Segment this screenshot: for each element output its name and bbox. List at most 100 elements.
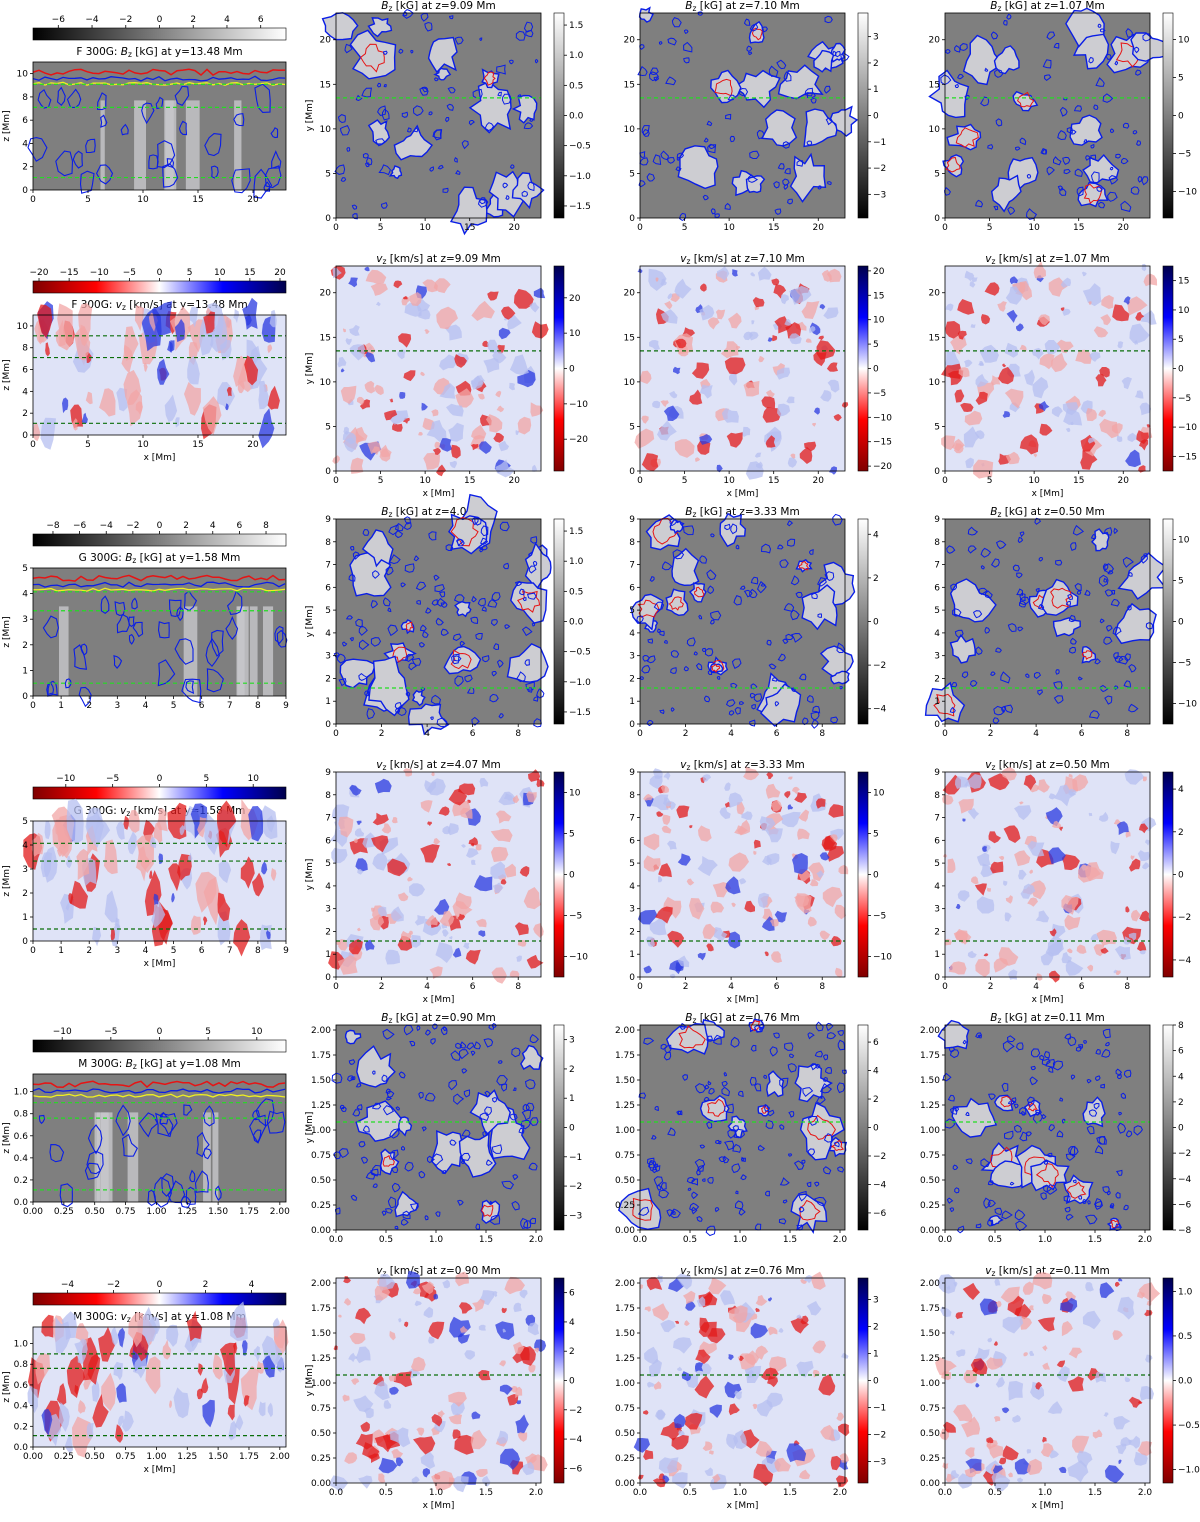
- contour-blue: [796, 1224, 804, 1231]
- downflow-patch: [343, 1298, 351, 1306]
- downflow-patch: [957, 299, 975, 315]
- contour-blue: [196, 1131, 210, 1158]
- downflow-patch: [1068, 773, 1073, 778]
- x-tick-label: 15: [192, 440, 203, 450]
- upflow-patch: [171, 893, 175, 903]
- contour-blue: [708, 143, 716, 150]
- upflow-patch: [829, 466, 837, 475]
- downflow-patch: [1096, 929, 1117, 946]
- flux-concentration: [949, 578, 997, 623]
- contour-blue: [536, 687, 545, 699]
- upflow-patch: [750, 272, 756, 277]
- downflow-patch: [190, 915, 201, 935]
- contour-blue: [56, 86, 66, 107]
- contour-blue: [168, 599, 182, 617]
- panel-r1c0: −20 −15 −10 −5 0 5 10 15 20F 300G: vz [km/s] at …: [2, 268, 287, 463]
- contour-blue: [1043, 1160, 1049, 1165]
- contour-blue: [765, 1190, 770, 1197]
- contour-blue: [669, 1208, 681, 1219]
- downflow-patch: [743, 766, 760, 781]
- contour-red: [1035, 1163, 1059, 1189]
- contour-blue: [434, 584, 445, 593]
- plot-frame: [335, 518, 542, 725]
- downflow-patch: [948, 961, 967, 975]
- y-tick-label: 4: [629, 882, 635, 892]
- contour-blue: [1039, 1054, 1045, 1061]
- contour-blue: [698, 614, 703, 620]
- upflow-patch: [678, 1430, 685, 1436]
- contour-blue: [147, 1189, 157, 1207]
- panel-r2c3: Bz [kG] at z=0.50 Mm0 2 4 6 80123456789−10−5…: [924, 506, 1197, 739]
- upflow-patch: [409, 883, 425, 897]
- contour-blue: [1048, 1066, 1054, 1073]
- upflow-patch: [716, 266, 730, 281]
- upflow-patch: [672, 1472, 688, 1489]
- colorbar-tick-label: −10: [1178, 187, 1197, 197]
- downflow-patch: [656, 811, 664, 817]
- downflow-patch: [123, 326, 139, 361]
- contour-blue: [131, 597, 138, 610]
- upflow-patch: [464, 1350, 475, 1360]
- contour-red: [632, 1197, 654, 1221]
- contour-blue: [455, 169, 461, 175]
- contour-blue: [814, 1196, 827, 1207]
- downflow-patch: [1019, 434, 1039, 455]
- contour-blue: [425, 1029, 431, 1036]
- colorbar-tick-label: −5: [123, 268, 136, 278]
- upflow-patch: [673, 366, 681, 375]
- plot-frame: [32, 567, 287, 697]
- contour-blue: [1057, 130, 1067, 141]
- upflow-patch: [734, 1390, 743, 1400]
- upflow-patch: [1012, 1414, 1021, 1423]
- upflow-patch: [945, 303, 954, 312]
- upflow-patch: [169, 340, 175, 352]
- panel-title: Bz [kG] at z=7.10 Mm: [685, 0, 799, 13]
- colorbar-tick-label: 0.5: [569, 81, 583, 91]
- contour-blue: [990, 558, 1000, 568]
- contour-blue: [1098, 1136, 1107, 1145]
- x-tick-label: 4: [424, 982, 430, 992]
- upflow-patch: [819, 304, 826, 310]
- downflow-patch: [944, 938, 952, 946]
- y-tick-label: 9: [325, 768, 331, 778]
- contour-blue: [96, 92, 107, 111]
- downflow-patch: [753, 850, 757, 855]
- contour-blue: [753, 1024, 761, 1033]
- contour-blue: [1142, 33, 1153, 42]
- colorbar-tick-label: −20: [569, 435, 588, 445]
- y-tick-label: 0: [934, 720, 940, 730]
- colorbar-tick-label: −2: [873, 1430, 886, 1440]
- upflow-patch: [1117, 341, 1124, 349]
- x-tick-label: 0.50: [85, 1207, 105, 1217]
- contour-blue: [522, 597, 527, 602]
- contour-blue: [466, 1042, 475, 1050]
- upflow-patch: [963, 426, 980, 448]
- contour-blue: [391, 1182, 401, 1193]
- downflow-patch: [1023, 1352, 1028, 1357]
- downflow-patch: [270, 867, 277, 882]
- colorbar-tick-label: 0: [569, 871, 575, 881]
- contour-blue: [787, 538, 796, 547]
- contour-blue: [664, 639, 668, 644]
- y-tick-label: 8: [325, 791, 331, 801]
- contour-blue: [1065, 1214, 1074, 1221]
- upflow-patch: [697, 856, 718, 877]
- y-tick-label: 9: [629, 768, 635, 778]
- upflow-patch: [1067, 1460, 1089, 1483]
- upflow-patch: [439, 438, 453, 452]
- contour-blue: [724, 523, 731, 531]
- contour-blue: [723, 1103, 734, 1114]
- upflow-patch: [789, 285, 812, 305]
- upflow-patch: [1035, 910, 1050, 923]
- y-tick-label: 1.50: [615, 1329, 635, 1339]
- downflow-patch: [712, 1473, 721, 1484]
- upflow-patch: [974, 1347, 990, 1361]
- contour-blue: [362, 528, 370, 536]
- y-tick-label: 7: [325, 561, 331, 571]
- y-tick-label: 0.00: [311, 1479, 331, 1489]
- colorbar-tick-label: 2: [873, 59, 879, 69]
- upflow-patch: [704, 1467, 713, 1476]
- contour-blue: [1031, 1048, 1041, 1058]
- contour-blue: [1063, 168, 1071, 175]
- upflow-patch: [398, 1318, 402, 1323]
